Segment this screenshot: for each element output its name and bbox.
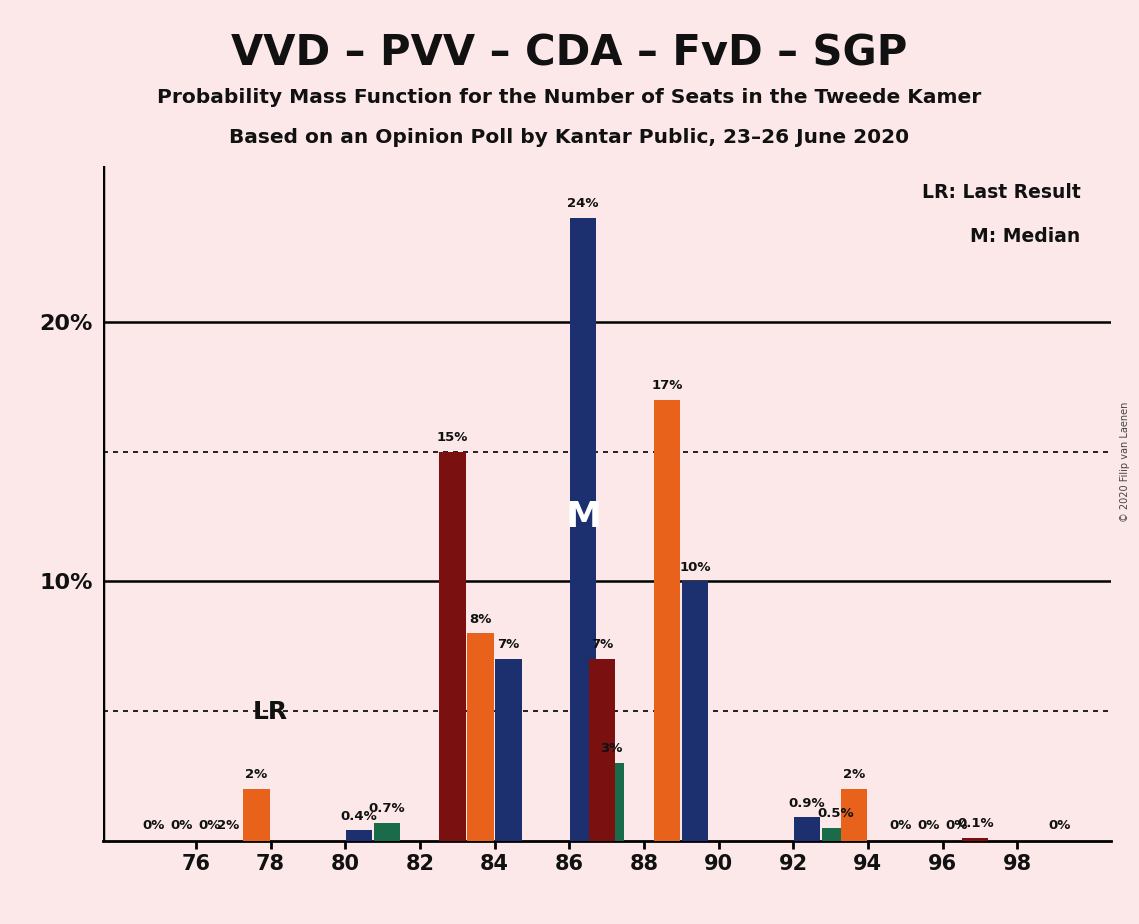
Bar (440, 452, 466, 841)
Text: 8%: 8% (469, 613, 492, 626)
Text: 0%: 0% (917, 819, 940, 832)
Text: 0%: 0% (171, 819, 192, 832)
Text: 0%: 0% (198, 819, 221, 832)
Text: 7%: 7% (498, 638, 519, 651)
Text: LR: Last Result: LR: Last Result (921, 183, 1080, 202)
Text: 0.5%: 0.5% (817, 807, 853, 821)
Bar (962, 838, 989, 841)
Text: 0%: 0% (1048, 819, 1071, 832)
Bar (571, 218, 596, 841)
Bar (841, 789, 867, 841)
Text: © 2020 Filip van Laenen: © 2020 Filip van Laenen (1121, 402, 1130, 522)
Text: 15%: 15% (437, 431, 468, 444)
Bar (467, 633, 493, 841)
Bar (682, 581, 708, 841)
Text: Probability Mass Function for the Number of Seats in the Tweede Kamer: Probability Mass Function for the Number… (157, 88, 982, 107)
Bar (495, 659, 522, 841)
Text: 0.9%: 0.9% (789, 796, 826, 809)
Text: 2%: 2% (245, 768, 268, 781)
Text: M: M (565, 500, 601, 533)
Text: 7%: 7% (591, 638, 613, 651)
Bar (794, 818, 820, 841)
Bar (346, 831, 372, 841)
Bar (822, 828, 849, 841)
Text: VVD – PVV – CDA – FvD – SGP: VVD – PVV – CDA – FvD – SGP (231, 32, 908, 74)
Text: 0.1%: 0.1% (957, 818, 993, 831)
Text: 3%: 3% (600, 742, 622, 755)
Text: LR: LR (253, 700, 288, 724)
Text: Based on an Opinion Poll by Kantar Public, 23–26 June 2020: Based on an Opinion Poll by Kantar Publi… (229, 128, 910, 147)
Text: 2%: 2% (218, 819, 239, 832)
Bar (589, 659, 615, 841)
Bar (244, 789, 270, 841)
Text: 0%: 0% (890, 819, 911, 832)
Bar (654, 400, 680, 841)
Text: 0%: 0% (945, 819, 968, 832)
Text: 24%: 24% (567, 198, 599, 211)
Text: 10%: 10% (680, 561, 711, 574)
Bar (374, 822, 400, 841)
Text: 0%: 0% (142, 819, 165, 832)
Text: 0.4%: 0.4% (341, 809, 377, 822)
Text: 17%: 17% (652, 379, 683, 392)
Text: M: Median: M: Median (970, 227, 1080, 246)
Bar (598, 763, 624, 841)
Text: 2%: 2% (843, 768, 865, 781)
Text: 0.7%: 0.7% (369, 802, 405, 815)
